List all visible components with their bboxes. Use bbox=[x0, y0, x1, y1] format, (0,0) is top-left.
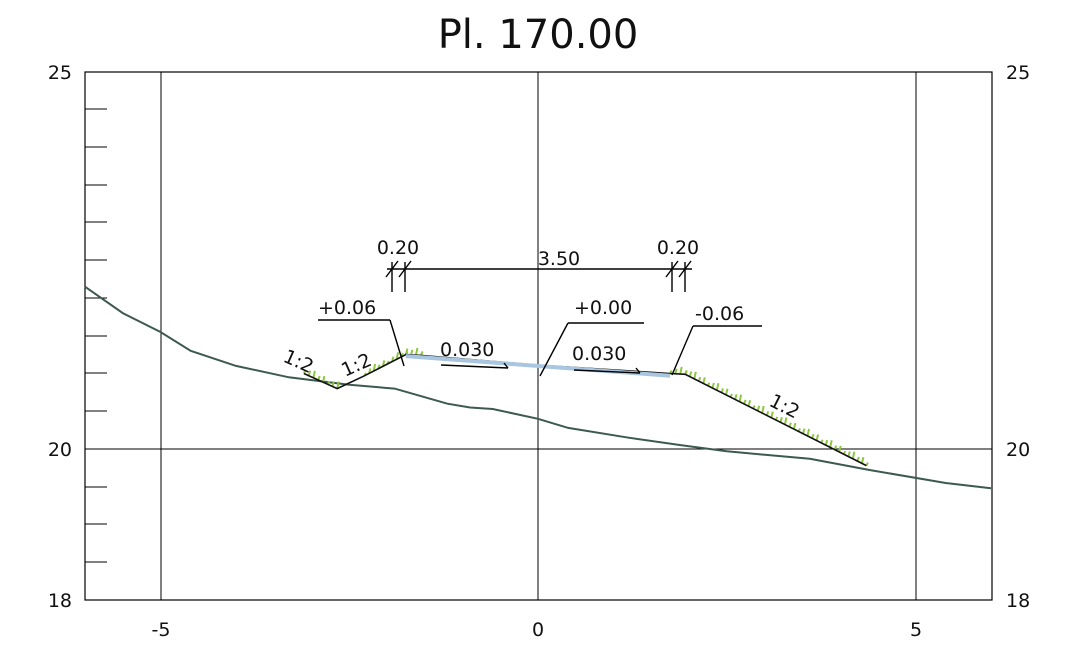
elevation-axis: +0.00 bbox=[574, 297, 632, 319]
dimension-tick bbox=[385, 260, 399, 278]
slope-arrow-left-head bbox=[503, 362, 509, 369]
grass-stroke bbox=[395, 352, 400, 360]
grass-stroke bbox=[761, 405, 765, 414]
x-label-minus5: -5 bbox=[152, 619, 171, 641]
elevation-right-edge: -0.06 bbox=[695, 303, 744, 325]
dimension-carriageway: 3.50 bbox=[538, 248, 580, 270]
ratio-left-outer: 1:2 bbox=[280, 345, 317, 378]
grass-stroke bbox=[770, 411, 774, 418]
slope-right-lane: 0.030 bbox=[572, 343, 626, 365]
y-label-right-18: 18 bbox=[1006, 590, 1030, 612]
grass-stroke bbox=[783, 417, 788, 425]
grass-stroke bbox=[679, 366, 683, 375]
x-label-0: 0 bbox=[532, 619, 544, 641]
grass-stroke bbox=[688, 371, 693, 377]
grass-stroke bbox=[734, 394, 738, 400]
section-title: Pl. 170.00 bbox=[438, 12, 639, 58]
leader-left bbox=[389, 319, 405, 367]
grass-stroke bbox=[838, 445, 842, 453]
grass-stroke bbox=[851, 451, 856, 460]
ratio-left-inner: 1:2 bbox=[338, 349, 375, 382]
grass-stroke bbox=[702, 377, 706, 384]
grass-stroke bbox=[747, 399, 752, 407]
leader-right bbox=[671, 325, 694, 376]
elevation-left-edge: +0.06 bbox=[318, 297, 376, 319]
grass-stroke bbox=[409, 349, 414, 356]
y-label-left-25: 25 bbox=[48, 62, 72, 84]
grass-stroke bbox=[674, 368, 678, 375]
slope-arrow-left bbox=[440, 364, 509, 369]
grass-stroke bbox=[738, 394, 743, 402]
dimension-tick bbox=[398, 260, 412, 278]
grass-stroke bbox=[336, 381, 340, 389]
slope-arrow-right-head bbox=[635, 367, 641, 374]
slope-left-lane: 0.030 bbox=[440, 339, 494, 361]
grid-lines bbox=[85, 72, 992, 600]
y-label-left-18: 18 bbox=[48, 590, 72, 612]
grass-stroke bbox=[414, 347, 419, 356]
grass-stroke bbox=[815, 434, 820, 441]
x-label-5: 5 bbox=[910, 619, 922, 641]
ground-profile-line bbox=[84, 285, 992, 490]
dimension-left-shoulder: 0.20 bbox=[377, 237, 419, 259]
grass-stroke bbox=[792, 422, 797, 430]
grass-stroke bbox=[372, 363, 377, 372]
grass-stroke bbox=[307, 370, 312, 376]
dimension-tick bbox=[678, 260, 692, 278]
y-ticks bbox=[85, 108, 107, 563]
dimension-line bbox=[385, 260, 692, 292]
grass-stroke bbox=[779, 416, 783, 423]
dimension-tick bbox=[665, 260, 679, 278]
leader-axis bbox=[539, 322, 569, 377]
grass-stroke bbox=[802, 428, 806, 434]
grass-stroke bbox=[860, 457, 865, 464]
dimension-right-shoulder: 0.20 bbox=[657, 237, 699, 259]
grass-stroke bbox=[321, 375, 326, 383]
elevation-leaders bbox=[318, 319, 762, 377]
grass-stroke bbox=[806, 428, 810, 437]
grass-stroke bbox=[711, 382, 715, 389]
slope-arrows bbox=[440, 362, 641, 374]
grass-stroke bbox=[847, 451, 851, 457]
grass-stroke bbox=[715, 382, 720, 391]
y-label-right-25: 25 bbox=[1006, 62, 1030, 84]
y-label-right-20: 20 bbox=[1006, 439, 1030, 461]
grass-stroke bbox=[824, 439, 829, 446]
grass-stroke bbox=[331, 381, 335, 387]
grass-stroke bbox=[756, 405, 761, 412]
grass-stroke bbox=[312, 370, 316, 379]
slope-arrow-right bbox=[573, 369, 641, 374]
grass-stroke bbox=[829, 440, 833, 448]
grass-stroke bbox=[725, 388, 729, 396]
y-label-left-20: 20 bbox=[48, 439, 72, 461]
grass-stroke bbox=[693, 371, 697, 380]
